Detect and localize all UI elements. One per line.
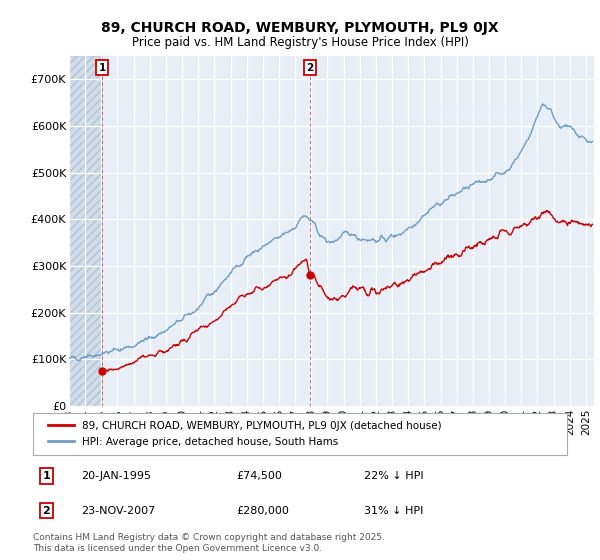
Text: £74,500: £74,500 bbox=[236, 471, 282, 481]
Text: 1: 1 bbox=[43, 471, 50, 481]
Text: £280,000: £280,000 bbox=[236, 506, 289, 516]
Text: 20-JAN-1995: 20-JAN-1995 bbox=[81, 471, 151, 481]
Bar bbox=[69, 56, 102, 406]
Text: 2: 2 bbox=[307, 63, 314, 73]
Text: Price paid vs. HM Land Registry's House Price Index (HPI): Price paid vs. HM Land Registry's House … bbox=[131, 36, 469, 49]
Text: 22% ↓ HPI: 22% ↓ HPI bbox=[364, 471, 424, 481]
Text: 31% ↓ HPI: 31% ↓ HPI bbox=[364, 506, 424, 516]
Text: Contains HM Land Registry data © Crown copyright and database right 2025.
This d: Contains HM Land Registry data © Crown c… bbox=[33, 533, 385, 553]
Legend: 89, CHURCH ROAD, WEMBURY, PLYMOUTH, PL9 0JX (detached house), HPI: Average price: 89, CHURCH ROAD, WEMBURY, PLYMOUTH, PL9 … bbox=[44, 417, 446, 451]
Text: 1: 1 bbox=[98, 63, 106, 73]
Text: 2: 2 bbox=[43, 506, 50, 516]
Text: 89, CHURCH ROAD, WEMBURY, PLYMOUTH, PL9 0JX: 89, CHURCH ROAD, WEMBURY, PLYMOUTH, PL9 … bbox=[101, 21, 499, 35]
Text: 23-NOV-2007: 23-NOV-2007 bbox=[81, 506, 155, 516]
